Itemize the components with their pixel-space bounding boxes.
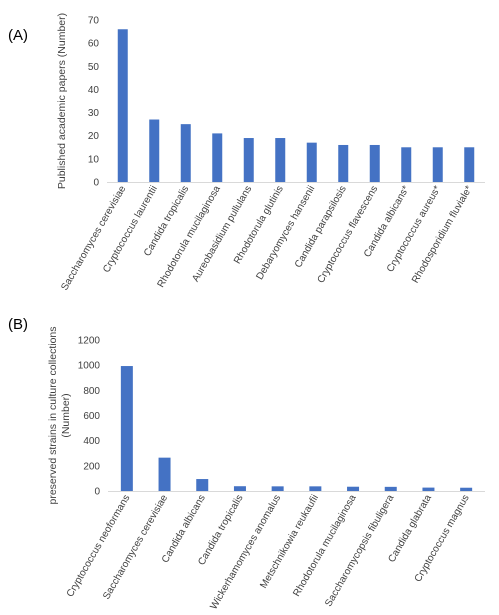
x-tick-label: Rhodosporidium fluviale*	[410, 184, 475, 285]
bar	[196, 479, 209, 491]
y-tick-label: 400	[83, 436, 100, 447]
bar	[369, 144, 380, 182]
bar	[347, 486, 360, 491]
bar	[117, 29, 128, 183]
y-tick-label: 800	[83, 386, 100, 397]
bar	[422, 487, 435, 491]
bar	[384, 486, 397, 491]
y-tick-label: 40	[88, 85, 100, 96]
bar	[338, 144, 349, 182]
bar	[275, 138, 286, 182]
bar	[180, 124, 191, 182]
bar	[212, 133, 223, 182]
bar	[432, 147, 443, 182]
y-axis-label-line: preserved strains in culture collections	[47, 327, 59, 505]
chart-panel-b: (B) 0 200 400 600 800 1000 1200 preserved strain…	[8, 316, 485, 612]
y-tick-label: 50	[88, 62, 100, 73]
bar	[309, 486, 322, 491]
bar	[306, 142, 317, 182]
bar	[464, 147, 475, 182]
y-axis-label-line: (Number)	[60, 393, 72, 437]
y-tick-label: 70	[88, 16, 100, 27]
x-tick-label: Aureobasidium pullulans	[190, 184, 254, 284]
y-tick-label: 200	[83, 461, 100, 472]
y-tick-label: 60	[88, 39, 100, 50]
bar	[233, 486, 246, 491]
bar	[271, 486, 284, 491]
panel-label: (B)	[8, 316, 28, 333]
bar	[401, 147, 412, 182]
bar	[120, 366, 133, 491]
x-tick-label: Debaryomyces hansenii	[254, 184, 317, 282]
panel-label: (A)	[8, 27, 28, 44]
y-axis-label: preserved strains in culture collections…	[47, 327, 72, 505]
bar	[243, 138, 254, 182]
x-tick-label: Rhodotorula mucilaginosa	[156, 184, 224, 290]
y-tick-label: 10	[88, 154, 100, 165]
y-tick-label: 600	[83, 411, 100, 422]
x-tick-label: Cryptococcus flavescens	[316, 184, 381, 285]
x-tick-label: Cryptococcus neoformans	[65, 493, 133, 599]
y-tick-label: 1200	[78, 336, 101, 347]
bar	[158, 457, 171, 491]
chart-panel-a: (A) 0 10 20 30 40 50 60 70 Published academic pap…	[8, 13, 485, 293]
y-tick-label: 1000	[78, 361, 101, 372]
y-axis-label: Published academic papers (Number)	[56, 13, 68, 189]
x-tick-label: Wickerhamomyces anomalus	[208, 493, 283, 612]
y-tick-label: 0	[94, 487, 100, 498]
bar	[149, 119, 160, 182]
y-tick-label: 0	[93, 178, 99, 189]
y-tick-label: 20	[88, 131, 100, 142]
x-tick-label: Saccharomycopsis fibuligera	[323, 493, 396, 609]
x-tick-label: Saccharomyces cerevisiae	[101, 493, 170, 602]
bar	[460, 487, 473, 491]
y-tick-label: 30	[88, 108, 100, 119]
